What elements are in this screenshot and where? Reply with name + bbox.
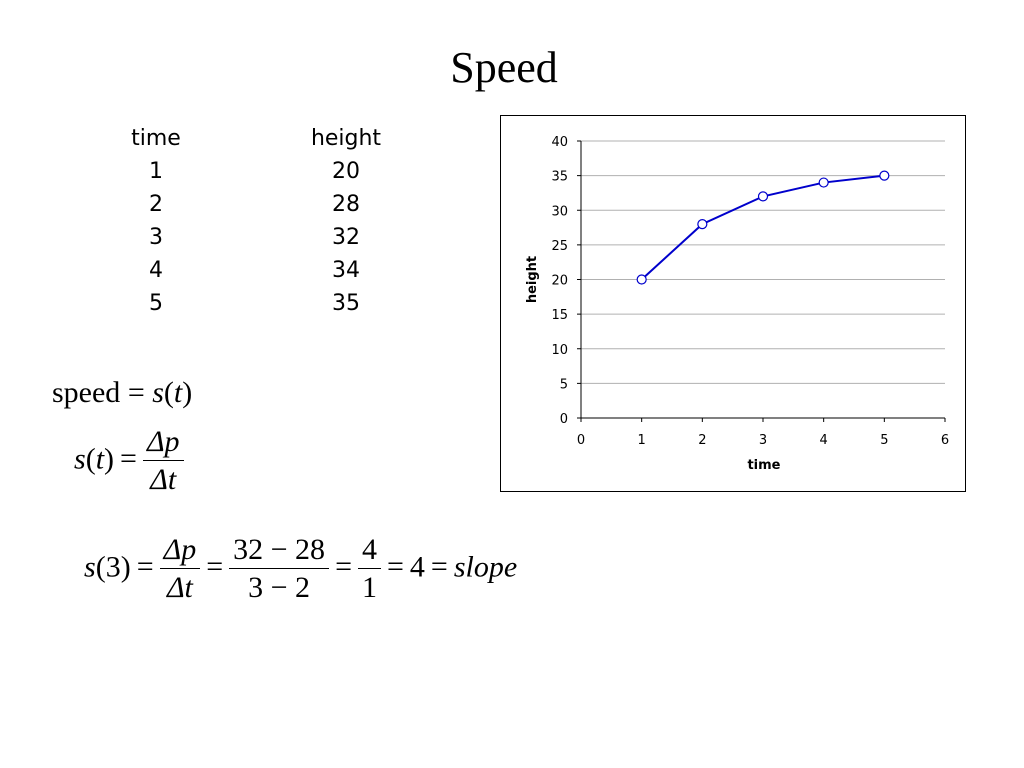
formula-speed-ratio: s(t) = Δp Δt	[74, 424, 184, 499]
cell-time-5: 5	[149, 291, 163, 316]
y-tick-label: 35	[551, 170, 568, 185]
s-symbol: s	[152, 376, 164, 409]
cell-height-2: 28	[332, 192, 360, 217]
height-column: height 20 28 32 34 35	[306, 124, 386, 322]
y-tick-label: 30	[551, 204, 568, 219]
y-tick-label: 15	[551, 308, 568, 323]
y-tick-label: 25	[551, 239, 568, 254]
cell-time-3: 3	[149, 225, 163, 250]
cell-height-5: 35	[332, 291, 360, 316]
chart-svg: 0 5 10 15 20 25 30 35 40 0 1 2 3 4 5 6 time height	[525, 135, 949, 473]
equals-sign: =	[127, 376, 145, 409]
time-column: time 1 2 3 4 5	[100, 124, 212, 322]
data-point	[757, 191, 769, 202]
speed-word: speed	[52, 376, 121, 409]
y-tick-label: 10	[551, 343, 568, 358]
slide-title: Speed	[450, 43, 558, 92]
y-tick-label: 5	[560, 377, 568, 392]
s3-argument: 3	[105, 550, 121, 584]
equals-sign: =	[386, 550, 404, 584]
data-point	[697, 218, 708, 230]
y-axis-label: height	[525, 256, 540, 303]
x-tick-label: 5	[880, 433, 888, 448]
cell-time-4: 4	[149, 258, 163, 283]
equals-sign: =	[335, 550, 352, 584]
slope-word: slope	[453, 550, 518, 584]
cell-height-4: 34	[332, 258, 360, 283]
equals-sign: =	[120, 442, 137, 476]
cell-time-1: 1	[149, 159, 163, 184]
header-time: time	[131, 126, 181, 151]
line-chart: 0 5 10 15 20 25 30 35 40 0 1 2 3 4 5 6 time height	[500, 115, 966, 492]
t-symbol: t	[173, 376, 183, 409]
t-symbol: t	[95, 442, 105, 476]
cell-height-1: 20	[332, 159, 360, 184]
numerator-4: 4	[357, 532, 381, 569]
x-tick-label: 3	[759, 433, 767, 448]
denominator-1: 1	[361, 571, 377, 604]
equals-sign: =	[430, 550, 448, 584]
formula-speed-definition: speed = s(t)	[52, 376, 193, 409]
fraction-dp-dt: Δp Δt	[159, 532, 201, 607]
y-tick-label: 0	[560, 412, 568, 427]
delta-t: Δt	[166, 571, 193, 604]
delta-t: Δt	[150, 463, 177, 496]
numerator-32-28: 32 − 28	[229, 532, 330, 569]
denominator-3-2: 3 − 2	[248, 571, 311, 604]
data-point	[636, 274, 647, 285]
x-axis-label: time	[747, 458, 780, 473]
data-point	[879, 170, 890, 181]
cell-time-2: 2	[149, 192, 163, 217]
x-tick-label: 2	[698, 433, 706, 448]
equals-sign: =	[206, 550, 224, 584]
y-tick-label: 40	[551, 135, 568, 150]
data-point	[818, 177, 829, 188]
x-tick-label: 6	[941, 433, 949, 448]
fraction-dp-dt: Δp Δt	[142, 424, 184, 499]
formula-s3-computation: s(3) = Δp Δt = 32 − 28 3 − 2 = 4 1 = 4 = slope	[84, 532, 517, 607]
series-line	[640, 174, 885, 281]
equals-sign: =	[136, 550, 154, 584]
s-symbol: s	[84, 550, 96, 584]
x-tick-label: 0	[577, 433, 585, 448]
delta-p: Δp	[159, 532, 201, 569]
delta-p: Δp	[142, 424, 184, 461]
result-value: 4	[409, 550, 425, 584]
s-symbol: s	[74, 442, 86, 476]
cell-height-3: 32	[332, 225, 360, 250]
y-tick-label: 20	[551, 274, 568, 289]
x-tick-label: 1	[638, 433, 646, 448]
header-height: height	[310, 126, 382, 151]
x-tick-label: 4	[820, 433, 828, 448]
fraction-numeric: 32 − 28 3 − 2	[229, 532, 330, 607]
